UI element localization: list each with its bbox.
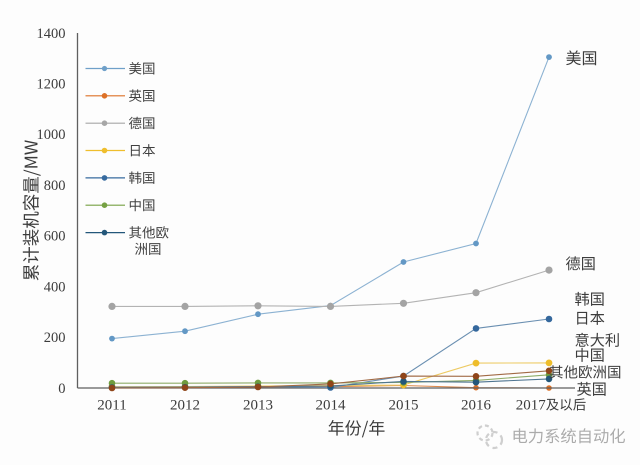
svg-text:2012: 2012	[170, 398, 200, 414]
svg-text:2011: 2011	[97, 398, 126, 414]
svg-text:400: 400	[44, 279, 66, 295]
svg-text:2015: 2015	[389, 398, 419, 414]
svg-text:1200: 1200	[37, 77, 66, 93]
svg-text:0: 0	[58, 381, 65, 397]
svg-text:1000: 1000	[37, 127, 66, 143]
svg-text:2013: 2013	[243, 398, 273, 414]
svg-text:2016: 2016	[461, 398, 492, 414]
svg-text:1400: 1400	[37, 26, 66, 42]
svg-text:600: 600	[44, 229, 66, 245]
svg-text:2017: 2017	[516, 398, 547, 414]
svg-text:200: 200	[44, 330, 66, 346]
svg-text:800: 800	[44, 178, 66, 194]
svg-text:2014: 2014	[316, 398, 347, 414]
